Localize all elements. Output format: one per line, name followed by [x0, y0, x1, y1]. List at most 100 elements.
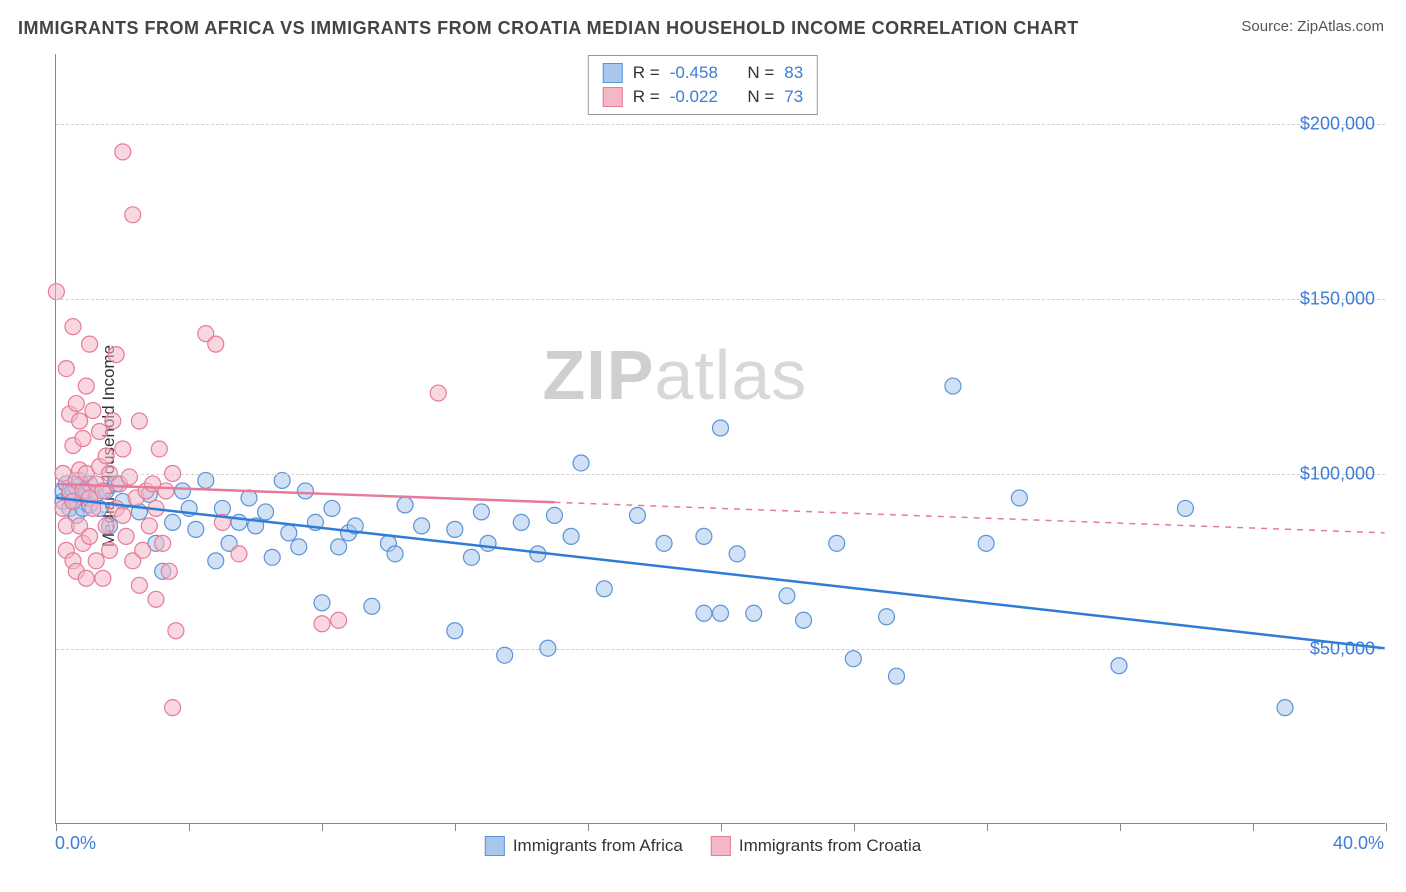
data-point	[324, 500, 340, 516]
data-point	[115, 144, 131, 160]
x-tick	[1120, 823, 1121, 831]
data-point	[314, 595, 330, 611]
legend-swatch	[711, 836, 731, 856]
data-point	[151, 441, 167, 457]
y-tick-label: $50,000	[1310, 639, 1375, 660]
x-tick	[56, 823, 57, 831]
x-tick	[455, 823, 456, 831]
data-point	[165, 514, 181, 530]
data-point	[208, 553, 224, 569]
data-point	[108, 347, 124, 363]
data-point	[513, 514, 529, 530]
data-point	[75, 431, 91, 447]
legend-item: Immigrants from Africa	[485, 836, 683, 856]
data-point	[105, 413, 121, 429]
data-point	[473, 504, 489, 520]
data-point	[713, 420, 729, 436]
data-point	[387, 546, 403, 562]
x-tick	[721, 823, 722, 831]
gridline	[56, 474, 1385, 475]
data-point	[165, 700, 181, 716]
x-tick	[588, 823, 589, 831]
data-point	[447, 521, 463, 537]
data-point	[314, 616, 330, 632]
data-point	[829, 535, 845, 551]
regression-line-extrapolated	[554, 502, 1384, 533]
data-point	[696, 528, 712, 544]
gridline	[56, 649, 1385, 650]
data-point	[297, 483, 313, 499]
data-point	[729, 546, 745, 562]
data-point	[98, 518, 114, 534]
source-link[interactable]: ZipAtlas.com	[1297, 18, 1384, 35]
data-point	[713, 605, 729, 621]
stat-n-value: 73	[784, 87, 803, 107]
data-point	[546, 507, 562, 523]
data-point	[141, 518, 157, 534]
data-point	[264, 549, 280, 565]
stats-row: R = -0.458 N = 83	[603, 61, 803, 85]
data-point	[1111, 658, 1127, 674]
data-point	[125, 207, 141, 223]
data-point	[889, 668, 905, 684]
source-attribution: Source: ZipAtlas.com	[1241, 18, 1384, 35]
data-point	[463, 549, 479, 565]
data-point	[746, 605, 762, 621]
data-point	[978, 535, 994, 551]
data-point	[48, 284, 64, 300]
y-tick-label: $150,000	[1300, 289, 1375, 310]
data-point	[131, 413, 147, 429]
data-point	[148, 591, 164, 607]
legend-label: Immigrants from Croatia	[739, 836, 921, 856]
data-point	[65, 319, 81, 335]
y-tick-label: $100,000	[1300, 464, 1375, 485]
data-point	[364, 598, 380, 614]
data-point	[331, 612, 347, 628]
correlation-stats-box: R = -0.458 N = 83 R = -0.022 N = 73	[588, 55, 818, 115]
stat-n-label: N =	[747, 63, 774, 83]
data-point	[72, 413, 88, 429]
data-point	[82, 336, 98, 352]
data-point	[98, 448, 114, 464]
x-tick	[987, 823, 988, 831]
legend-bottom: Immigrants from Africa Immigrants from C…	[485, 836, 921, 856]
data-point	[447, 623, 463, 639]
x-tick	[854, 823, 855, 831]
data-point	[161, 563, 177, 579]
stat-r-value: -0.458	[670, 63, 718, 83]
data-point	[208, 336, 224, 352]
data-point	[258, 504, 274, 520]
data-point	[573, 455, 589, 471]
data-point	[78, 570, 94, 586]
data-point	[115, 507, 131, 523]
data-point	[1011, 490, 1027, 506]
legend-swatch	[485, 836, 505, 856]
chart-title: IMMIGRANTS FROM AFRICA VS IMMIGRANTS FRO…	[18, 18, 1079, 39]
data-point	[158, 483, 174, 499]
legend-item: Immigrants from Croatia	[711, 836, 921, 856]
data-point	[155, 535, 171, 551]
data-point	[945, 378, 961, 394]
gridline	[56, 299, 1385, 300]
data-point	[430, 385, 446, 401]
stat-r-label: R =	[633, 87, 660, 107]
data-point	[1277, 700, 1293, 716]
series-swatch	[603, 87, 623, 107]
data-point	[656, 535, 672, 551]
data-point	[135, 542, 151, 558]
data-point	[1177, 500, 1193, 516]
stat-n-value: 83	[784, 63, 803, 83]
chart-plot-area: $50,000$100,000$150,000$200,000	[55, 54, 1385, 824]
data-point	[58, 361, 74, 377]
data-point	[291, 539, 307, 555]
data-point	[596, 581, 612, 597]
data-point	[779, 588, 795, 604]
data-point	[796, 612, 812, 628]
data-point	[118, 528, 134, 544]
data-point	[879, 609, 895, 625]
data-point	[480, 535, 496, 551]
data-point	[95, 570, 111, 586]
x-tick	[1386, 823, 1387, 831]
regression-line	[56, 498, 1384, 648]
data-point	[845, 651, 861, 667]
